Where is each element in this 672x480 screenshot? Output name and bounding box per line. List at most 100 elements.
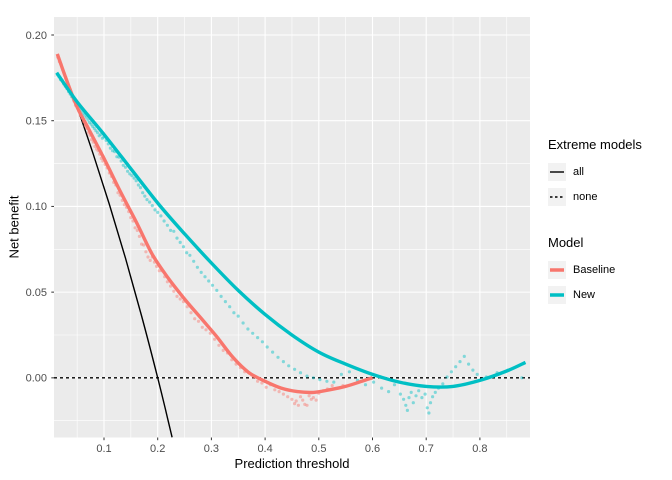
point-new-points [219,294,223,298]
x-tick-label: 0.6 [365,443,380,455]
point-new-points [431,395,435,399]
x-tick-label: 0.4 [257,443,272,455]
y-axis-title: Net benefit [6,195,22,259]
point-baseline-points [144,250,148,254]
solid-line-icon [550,170,564,173]
point-new-points [520,376,524,380]
point-baseline-points [281,392,285,396]
legend-title-model: Model [548,235,584,250]
point-new-points [172,229,176,233]
y-tick-label: 0.20 [26,30,47,42]
point-baseline-points [307,394,311,398]
point-baseline-points [148,258,152,262]
point-baseline-points [185,305,189,309]
point-new-points [428,401,433,405]
point-baseline-points [200,325,204,329]
point-new-points [145,198,149,202]
point-new-points [136,183,140,187]
legend-item-new: New [548,282,668,307]
point-new-points [87,120,92,124]
legend-group-model: Model Baseline New [548,235,668,307]
point-new-points [387,390,391,394]
legend-item-none: none [548,184,668,209]
legend-item-baseline: Baseline [548,257,668,282]
point-baseline-points [129,216,133,220]
point-new-points [332,380,336,384]
point-baseline-points [298,395,303,399]
point-new-points [156,210,160,214]
point-baseline-points [217,343,221,347]
point-new-points [372,380,376,384]
series-new-curve [55,71,527,389]
point-baseline-points [293,402,297,406]
point-baseline-points [175,294,179,298]
legend-title-extreme-models: Extreme models [548,137,642,152]
point-baseline-points [146,255,150,259]
point-new-points [188,253,192,257]
point-new-points [246,327,250,331]
point-new-points [458,360,462,364]
legend-label-baseline: Baseline [573,263,616,276]
point-baseline-points [264,385,268,389]
x-tick-label: 0.3 [204,443,219,455]
point-baseline-points [169,284,173,288]
point-new-points [228,305,232,309]
point-new-points [181,245,186,249]
point-baseline-points [309,397,313,401]
point-new-points [265,345,269,349]
teal-line-icon [550,292,564,297]
series-all-line [57,55,173,438]
legend-key-new [548,285,566,304]
point-new-points [232,311,236,315]
point-new-points [100,136,104,140]
point-new-points [185,251,189,255]
point-baseline-points [137,234,141,238]
point-new-points [175,236,179,240]
point-new-points [128,172,132,176]
point-new-points [223,300,227,304]
point-baseline-points [140,242,144,246]
point-baseline-points [286,395,290,399]
y-tick-label: 0.10 [26,201,47,213]
point-new-points [425,406,429,410]
point-baseline-points [172,289,176,293]
legend-key-none [548,187,566,206]
point-baseline-points [178,297,182,301]
point-baseline-points [277,390,281,394]
point-new-points [287,364,291,368]
point-new-points [141,191,145,195]
point-new-points [392,383,397,387]
point-baseline-points [189,311,193,315]
x-axis-title: Prediction threshold [234,456,350,471]
point-baseline-points [256,379,260,383]
point-new-points [325,379,329,383]
point-new-points [293,367,297,371]
point-new-points [276,355,280,359]
point-new-points [427,411,431,415]
point-new-points [281,360,285,364]
point-new-points [165,223,169,227]
point-baseline-points [196,319,201,323]
dashed-line-icon [550,195,564,198]
point-new-points [398,392,402,396]
red-line-icon [550,267,564,272]
point-baseline-points [296,403,300,407]
legend-item-all: all [548,159,668,184]
legend-key-all [548,162,566,181]
point-new-points [115,155,119,159]
point-new-points [449,370,453,374]
point-new-points [123,165,128,169]
point-new-points [132,176,136,180]
series-baseline-curve [55,53,374,395]
point-new-points [215,288,219,292]
point-new-points [407,396,411,400]
point-baseline-points [314,398,318,402]
point-new-points [318,378,322,382]
point-new-points [153,208,157,212]
point-new-points [241,321,245,325]
legend-group-extreme-models: Extreme models all none [548,137,668,209]
point-new-points [97,134,101,138]
point-baseline-points [290,397,294,401]
point-new-points [380,386,384,390]
legend-key-baseline [548,260,566,279]
